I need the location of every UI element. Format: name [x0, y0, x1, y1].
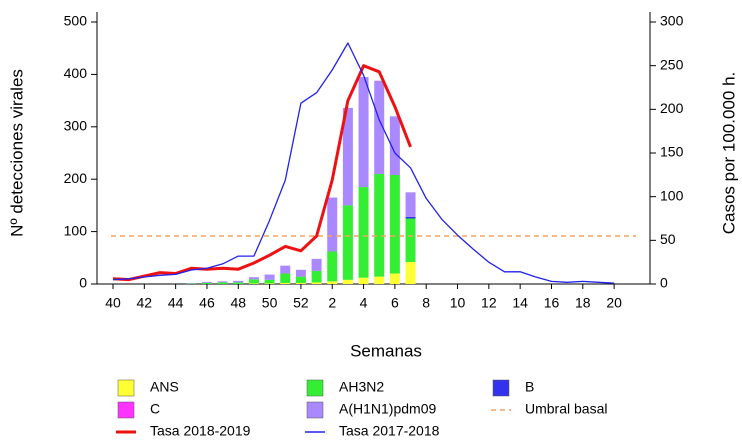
y-tick-label: 300	[64, 118, 88, 134]
x-tick-label: 50	[262, 295, 278, 311]
bar	[311, 270, 322, 283]
bar	[405, 192, 416, 217]
x-tick-label: 18	[575, 295, 591, 311]
bar	[186, 283, 197, 284]
legend-label: A(H1N1)pdm09	[339, 401, 436, 417]
bar	[295, 276, 306, 283]
y2-tick-label: 300	[660, 13, 684, 29]
line	[112, 64, 412, 282]
x-tick-label: 46	[199, 295, 215, 311]
y-tick-label: 500	[64, 13, 88, 29]
y2-tick-label: 250	[660, 56, 684, 72]
bar	[217, 281, 228, 283]
bar	[311, 282, 322, 284]
bar	[342, 205, 353, 280]
y-tick-label: 200	[64, 170, 88, 186]
x-tick-label: 2	[328, 295, 336, 311]
x-tick-label: 12	[481, 295, 497, 311]
x-tick-label: 42	[137, 295, 153, 311]
bar	[374, 173, 385, 277]
bar	[264, 283, 275, 284]
bar	[389, 175, 400, 274]
x-tick-label: 48	[230, 295, 246, 311]
y-tick-label: 100	[64, 222, 88, 238]
bar	[374, 276, 385, 284]
bar	[217, 282, 228, 284]
bar	[264, 274, 275, 280]
bar	[327, 197, 338, 252]
x-tick-label: 6	[391, 295, 399, 311]
bar	[389, 116, 400, 176]
legend-swatch	[117, 379, 135, 397]
x-tick-label: 4	[360, 295, 368, 311]
x-tick-label: 8	[422, 295, 430, 311]
bar	[342, 107, 353, 206]
bar	[248, 283, 259, 284]
bar	[248, 277, 259, 280]
bar	[295, 282, 306, 284]
legend-label: C	[150, 401, 160, 417]
bar	[295, 269, 306, 277]
legend-swatch	[306, 379, 324, 397]
y-axis-label: Nº detecciones virales	[7, 69, 26, 237]
legend-label: Tasa 2017-2018	[339, 423, 440, 439]
x-tick-label: 14	[512, 295, 528, 311]
bar	[405, 261, 416, 284]
bar	[186, 282, 197, 284]
legend-swatch	[117, 401, 135, 419]
legend-swatch	[306, 401, 324, 419]
bar	[280, 282, 291, 284]
bar	[233, 282, 244, 284]
bar	[311, 258, 322, 271]
y-tick-label: 0	[79, 275, 87, 291]
y2-tick-label: 200	[660, 100, 684, 116]
bar	[280, 265, 291, 274]
bar	[327, 281, 338, 284]
y-tick-label: 400	[64, 65, 88, 81]
x-tick-label: 10	[450, 295, 466, 311]
bar	[233, 280, 244, 283]
line	[112, 42, 615, 284]
x-tick-label: 52	[293, 295, 309, 311]
bar	[248, 279, 259, 284]
bar	[405, 216, 416, 219]
legend-label: AH3N2	[339, 379, 384, 395]
bar	[374, 80, 385, 174]
x-tick-label: 20	[606, 295, 622, 311]
legend-label: Umbral basal	[525, 401, 607, 417]
bar	[405, 218, 416, 262]
legend-swatch	[492, 379, 510, 397]
y2-axis-label: Casos por 100.000 h.	[719, 72, 738, 235]
x-tick-label: 40	[105, 295, 121, 311]
y2-tick-label: 50	[660, 231, 676, 247]
y2-tick-label: 150	[660, 144, 684, 160]
bar	[327, 251, 338, 282]
bar	[264, 279, 275, 284]
bar	[358, 187, 369, 278]
legend-label: B	[525, 379, 534, 395]
bar	[389, 273, 400, 284]
y2-tick-label: 100	[660, 187, 684, 203]
legend-label: Tasa 2018-2019	[150, 423, 251, 439]
bar	[358, 77, 369, 188]
legend-label: ANS	[150, 379, 179, 395]
x-tick-label: 44	[168, 295, 184, 311]
x-tick-label: 16	[544, 295, 560, 311]
bar	[342, 279, 353, 284]
bar	[201, 282, 212, 284]
y2-tick-label: 0	[660, 275, 668, 291]
bar	[358, 277, 369, 284]
bar	[280, 273, 291, 283]
bar	[201, 281, 212, 283]
x-axis-label: Semanas	[350, 341, 422, 360]
